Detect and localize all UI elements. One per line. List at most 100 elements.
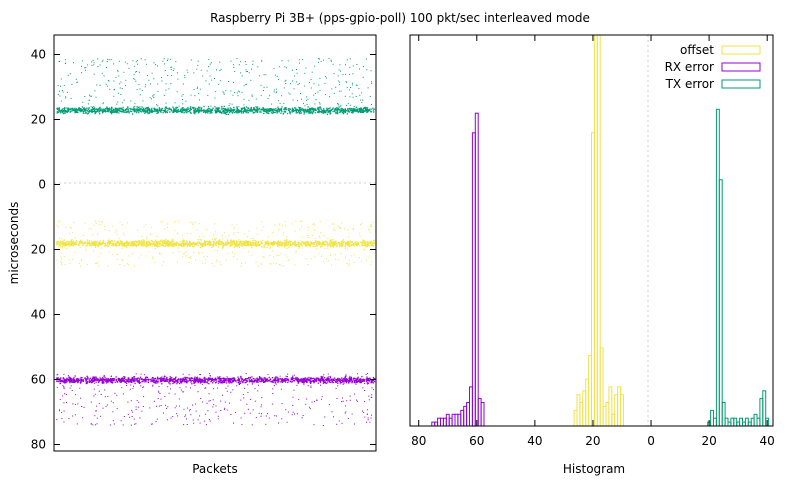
- scatter-point: [69, 382, 71, 384]
- scatter-point: [140, 108, 142, 110]
- scatter-point: [151, 98, 152, 100]
- scatter-point: [219, 240, 221, 242]
- scatter-point: [247, 107, 249, 109]
- scatter-point: [115, 376, 117, 378]
- scatter-point: [243, 106, 246, 109]
- scatter-point: [155, 241, 157, 243]
- scatter-point: [156, 235, 158, 237]
- scatter-point: [198, 223, 200, 225]
- scatter-point: [361, 241, 363, 244]
- scatter-point: [167, 110, 169, 112]
- scatter-point: [73, 244, 75, 246]
- scatter-point: [235, 245, 238, 247]
- scatter-point: [254, 239, 256, 242]
- scatter-point: [174, 220, 176, 222]
- scatter-point: [146, 108, 149, 110]
- scatter-point: [350, 376, 352, 378]
- scatter-point: [85, 250, 87, 251]
- scatter-point: [113, 379, 115, 381]
- scatter-point: [329, 379, 331, 381]
- scatter-point: [360, 107, 363, 110]
- scatter-point: [339, 379, 341, 381]
- scatter-point: [107, 265, 109, 267]
- scatter-point: [237, 109, 240, 111]
- scatter-point: [314, 112, 316, 114]
- scatter-point: [132, 378, 134, 381]
- scatter-point: [93, 242, 96, 244]
- scatter-point: [323, 379, 325, 381]
- scatter-point: [255, 245, 258, 247]
- scatter-point: [243, 233, 245, 235]
- scatter-point: [228, 380, 230, 382]
- scatter-point: [243, 110, 245, 112]
- scatter-point: [158, 243, 160, 245]
- scatter-point: [370, 264, 372, 266]
- scatter-point: [75, 240, 78, 242]
- scatter-point: [209, 241, 211, 243]
- scatter-point: [84, 109, 86, 111]
- scatter-point: [310, 377, 312, 380]
- scatter-point: [166, 240, 168, 241]
- scatter-point: [252, 378, 254, 380]
- scatter-point: [104, 229, 106, 230]
- scatter-point: [120, 81, 122, 83]
- scatter-point: [193, 382, 195, 384]
- scatter-point: [174, 222, 176, 223]
- scatter-point: [362, 99, 364, 101]
- scatter-point: [226, 378, 228, 380]
- scatter-point: [136, 111, 138, 114]
- scatter-point: [344, 244, 346, 247]
- scatter-point: [162, 244, 164, 246]
- scatter-point: [285, 240, 287, 242]
- scatter-point: [107, 245, 109, 247]
- scatter-point: [207, 106, 210, 108]
- scatter-point: [319, 77, 321, 79]
- scatter-point: [338, 90, 340, 92]
- scatter-point: [222, 246, 224, 249]
- scatter-point: [124, 381, 126, 383]
- scatter-point: [308, 380, 310, 382]
- scatter-point: [115, 243, 118, 246]
- scatter-point: [369, 241, 371, 243]
- scatter-point: [260, 242, 262, 245]
- scatter-point: [301, 381, 304, 383]
- scatter-point: [176, 91, 178, 93]
- scatter-point: [301, 244, 303, 247]
- scatter-point: [228, 243, 230, 245]
- scatter-point: [101, 61, 103, 63]
- scatter-point: [139, 242, 141, 244]
- scatter-point: [71, 379, 73, 381]
- scatter-point: [160, 244, 162, 246]
- scatter-point: [215, 381, 217, 383]
- scatter-point: [236, 245, 238, 247]
- scatter-point: [146, 110, 148, 112]
- scatter-point: [209, 112, 211, 114]
- scatter-point: [370, 240, 372, 243]
- scatter-point: [240, 112, 243, 114]
- scatter-point: [260, 84, 262, 86]
- scatter-point: [360, 380, 362, 383]
- scatter-point: [151, 245, 153, 247]
- scatter-point: [315, 380, 318, 382]
- scatter-point: [147, 378, 149, 380]
- scatter-points: [56, 58, 376, 426]
- scatter-point: [165, 106, 167, 108]
- scatter-point: [112, 108, 115, 111]
- scatter-point: [113, 240, 116, 242]
- scatter-point: [211, 112, 213, 114]
- scatter-point: [316, 108, 319, 110]
- scatter-point: [326, 241, 328, 243]
- scatter-point: [310, 111, 312, 113]
- scatter-point: [373, 242, 375, 244]
- scatter-point: [233, 377, 235, 380]
- scatter-point: [302, 382, 305, 384]
- scatter-point: [306, 242, 309, 244]
- scatter-point: [250, 108, 252, 111]
- scatter-point: [238, 382, 240, 384]
- scatter-point: [338, 245, 341, 247]
- scatter-point: [370, 244, 372, 246]
- scatter-point: [87, 378, 89, 380]
- scatter-point: [335, 378, 337, 381]
- scatter-point: [56, 112, 58, 114]
- scatter-point: [307, 98, 309, 100]
